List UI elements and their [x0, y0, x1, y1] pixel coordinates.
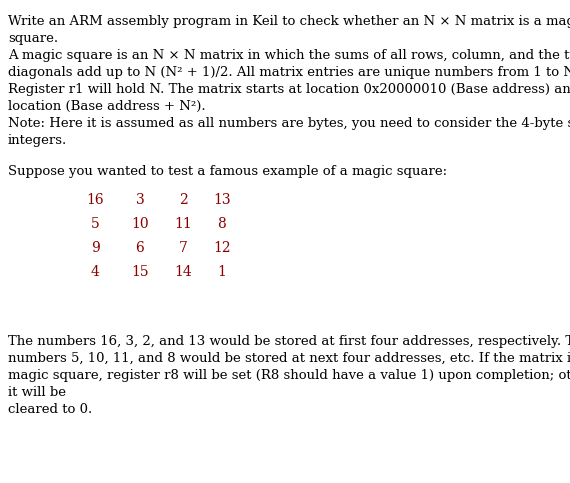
Text: 7: 7: [178, 241, 188, 255]
Text: it will be: it will be: [8, 386, 66, 399]
Text: 10: 10: [131, 217, 149, 231]
Text: 16: 16: [86, 193, 104, 207]
Text: integers.: integers.: [8, 134, 67, 147]
Text: square.: square.: [8, 32, 58, 45]
Text: A magic square is an N × N matrix in which the sums of all rows, column, and the: A magic square is an N × N matrix in whi…: [8, 49, 570, 62]
Text: 9: 9: [91, 241, 99, 255]
Text: 15: 15: [131, 265, 149, 279]
Text: Write an ARM assembly program in Keil to check whether an N × N matrix is a magi: Write an ARM assembly program in Keil to…: [8, 15, 570, 28]
Text: Register r1 will hold N. The matrix starts at location 0x20000010 (Base address): Register r1 will hold N. The matrix star…: [8, 83, 570, 96]
Text: 14: 14: [174, 265, 192, 279]
Text: cleared to 0.: cleared to 0.: [8, 403, 92, 416]
Text: magic square, register r8 will be set (R8 should have a value 1) upon completion: magic square, register r8 will be set (R…: [8, 369, 570, 382]
Text: diagonals add up to N (N² + 1)/2. All matrix entries are unique numbers from 1 t: diagonals add up to N (N² + 1)/2. All ma…: [8, 66, 570, 79]
Text: 4: 4: [91, 265, 99, 279]
Text: 13: 13: [213, 193, 231, 207]
Text: 1: 1: [218, 265, 226, 279]
Text: 6: 6: [136, 241, 144, 255]
Text: numbers 5, 10, 11, and 8 would be stored at next four addresses, etc. If the mat: numbers 5, 10, 11, and 8 would be stored…: [8, 352, 570, 365]
Text: Note: Here it is assumed as all numbers are bytes, you need to consider the 4-by: Note: Here it is assumed as all numbers …: [8, 117, 570, 130]
Text: The numbers 16, 3, 2, and 13 would be stored at first four addresses, respective: The numbers 16, 3, 2, and 13 would be st…: [8, 335, 570, 348]
Text: 2: 2: [178, 193, 188, 207]
Text: 5: 5: [91, 217, 99, 231]
Text: Suppose you wanted to test a famous example of a magic square:: Suppose you wanted to test a famous exam…: [8, 165, 447, 178]
Text: 3: 3: [136, 193, 144, 207]
Text: 11: 11: [174, 217, 192, 231]
Text: location (Base address + N²).: location (Base address + N²).: [8, 100, 206, 113]
Text: 12: 12: [213, 241, 231, 255]
Text: 8: 8: [218, 217, 226, 231]
